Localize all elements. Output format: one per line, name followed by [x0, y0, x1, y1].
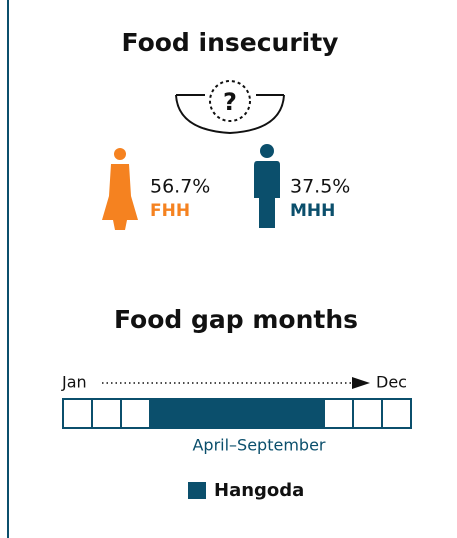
- month-cells: [62, 398, 412, 429]
- end-month: Dec: [376, 373, 407, 392]
- legend-swatch: [188, 482, 206, 499]
- mhh-value: 37.5%: [290, 176, 350, 198]
- fhh-value: 56.7%: [150, 176, 210, 198]
- arrow: [352, 377, 370, 389]
- title: Food insecurity: [122, 28, 339, 57]
- gap-title: Food gap months: [114, 305, 358, 334]
- start-month: Jan: [61, 373, 87, 392]
- fhh-label: FHH: [150, 201, 190, 221]
- svg-text:?: ?: [223, 88, 237, 116]
- mhh-label: MHH: [290, 201, 335, 221]
- bowl-icon: ?: [175, 80, 285, 135]
- range-label: April–September: [192, 436, 325, 455]
- legend-label: Hangoda: [214, 480, 304, 501]
- man-icon: [254, 144, 280, 228]
- woman-icon: [102, 148, 138, 230]
